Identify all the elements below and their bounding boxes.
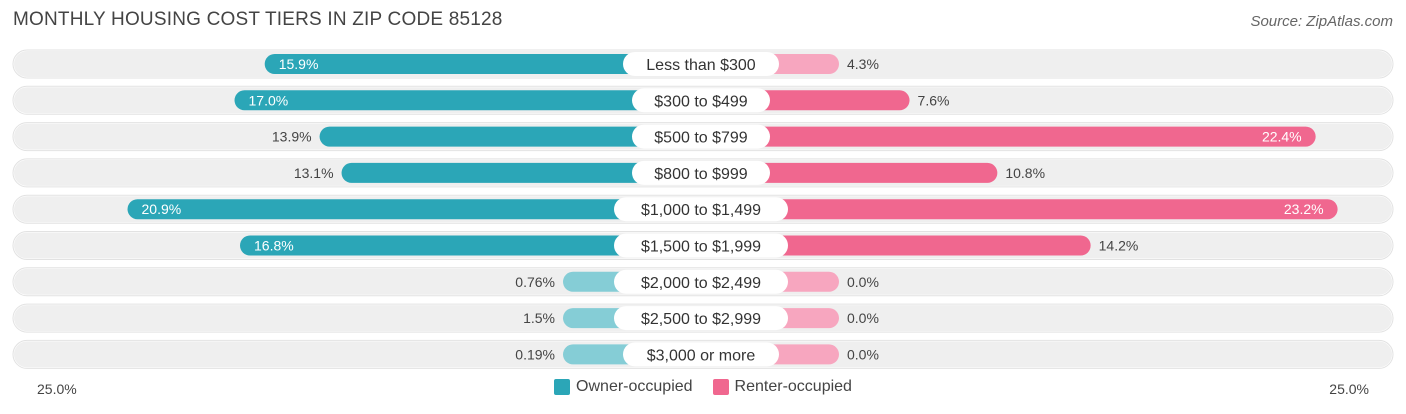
value-label-owner-6: 0.76% [515,274,555,290]
bar-renter-5 [701,235,1091,256]
legend-label-renter: Renter-occupied [734,378,852,395]
bar-owner-3 [341,162,701,183]
value-label-renter-6: 0.0% [847,274,879,290]
category-label-7: $2,500 to $2,999 [641,311,761,328]
value-label-owner-3: 13.1% [294,165,334,181]
category-label-8: $3,000 or more [647,347,756,364]
bar-renter-4 [701,199,1338,220]
bar-renter-2 [701,126,1316,147]
value-label-owner-4: 20.9% [142,201,182,217]
category-pill-4 [614,197,788,222]
value-label-renter-5: 14.2% [1099,238,1139,254]
chart-title: MONTHLY HOUSING COST TIERS IN ZIP CODE 8… [13,9,503,30]
bar-owner-1 [234,90,701,111]
axis-right-label: 25.0% [1329,381,1369,397]
category-label-2: $500 to $799 [654,130,748,147]
value-label-renter-7: 0.0% [847,310,879,326]
bar-owner-0 [264,54,701,74]
value-label-renter-1: 7.6% [918,92,950,108]
value-label-owner-5: 16.8% [254,238,294,254]
bar-owner-5 [240,235,701,256]
axis-left-label: 25.0% [37,381,77,397]
category-label-4: $1,000 to $1,499 [641,202,761,219]
legend-swatch-renter [712,379,729,395]
value-label-owner-0: 15.9% [279,56,319,72]
legend-swatch-owner [554,379,571,395]
legend-item-renter: Renter-occupied [712,378,852,396]
legend-label-owner: Owner-occupied [576,378,693,395]
category-pill-8 [623,342,779,367]
value-label-owner-7: 1.5% [523,310,555,326]
value-label-renter-3: 10.8% [1005,165,1045,181]
category-label-5: $1,500 to $1,999 [641,239,761,256]
value-label-renter-2: 22.4% [1262,129,1302,145]
category-label-3: $800 to $999 [654,166,748,183]
legend: Owner-occupied Renter-occupied [0,378,1406,396]
category-pill-7 [614,306,788,331]
diverging-bar-chart: 15.9% 4.3% Less than $300 17.0% 7.6% $300 to … [12,49,1394,369]
bar-owner-2 [319,126,701,147]
category-label-6: $2,000 to $2,499 [641,275,761,292]
category-pill-6 [614,269,788,294]
category-label-0: Less than $300 [646,57,756,74]
category-label-1: $300 to $499 [654,93,748,110]
value-label-renter-0: 4.3% [847,56,879,72]
category-pill-1 [632,88,770,113]
category-pill-2 [632,124,770,149]
bar-owner-4 [127,199,701,220]
category-pill-0 [623,52,779,76]
value-label-owner-1: 17.0% [249,92,289,108]
category-pill-3 [632,160,770,185]
bar-renter-3 [701,162,998,183]
value-label-renter-8: 0.0% [847,346,879,362]
value-label-renter-4: 23.2% [1284,201,1324,217]
value-label-owner-8: 0.19% [515,346,555,362]
value-label-owner-2: 13.9% [272,129,312,145]
category-pill-5 [614,233,788,258]
chart-source: Source: ZipAtlas.com [1250,13,1393,30]
legend-item-owner: Owner-occupied [554,378,693,396]
